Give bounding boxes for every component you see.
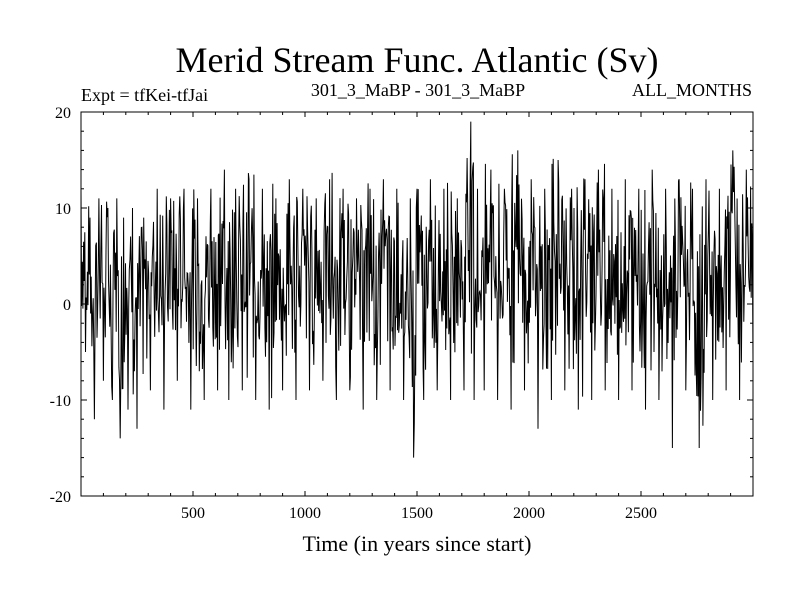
x-axis-label: Time (in years since start) [303, 531, 532, 556]
axis-ticks: 500 1000 1500 2000 2500 -20 -10 0 10 20 [50, 105, 753, 522]
x-tick-label: 1000 [289, 505, 321, 522]
run-comparison-label: 301_3_MaBP - 301_3_MaBP [311, 80, 525, 100]
x-tick-label: 1500 [401, 505, 433, 522]
x-tick-label: 2500 [625, 505, 657, 522]
y-tick-label: 20 [55, 105, 71, 122]
y-tick-label: -10 [50, 393, 71, 410]
y-tick-label: -20 [50, 489, 71, 506]
x-tick-label: 500 [181, 505, 205, 522]
chart-title: Merid Stream Func. Atlantic (Sv) [176, 40, 659, 80]
y-tick-label: 0 [63, 297, 71, 314]
y-tick-label: 10 [55, 201, 71, 218]
series-line-0 [80, 121, 754, 458]
months-label: ALL_MONTHS [632, 80, 752, 100]
plot-area [80, 121, 754, 458]
experiment-label: Expt = tfKei-tfJai [81, 85, 208, 105]
x-tick-label: 2000 [513, 505, 545, 522]
